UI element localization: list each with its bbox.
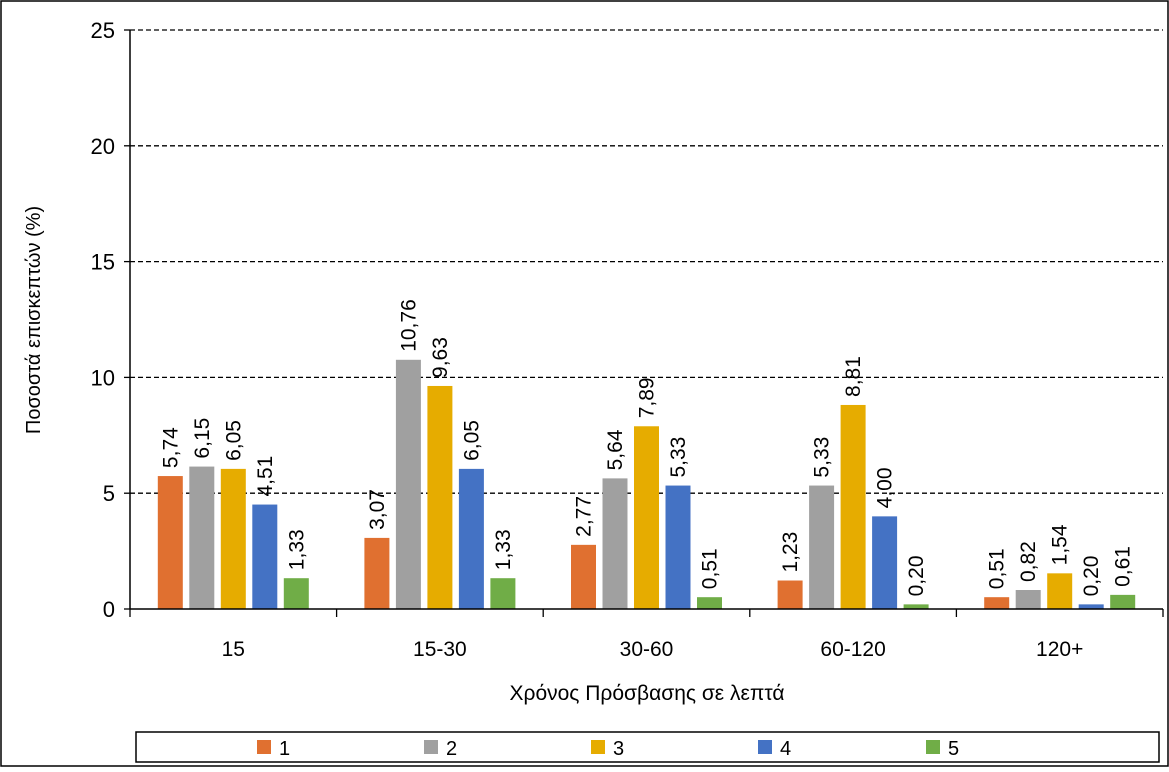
y-tick-label: 0 [103, 597, 115, 622]
bar [189, 466, 215, 609]
bar [220, 468, 246, 609]
data-label: 9,63 [429, 337, 452, 378]
y-axis-label: Ποσοστά επισκεπτών (%) [23, 206, 45, 434]
y-tick-label: 20 [91, 134, 115, 159]
x-axis-label: Χρόνος Πρόσβασης σε λεπτά [510, 682, 785, 705]
data-label: 2,77 [573, 496, 596, 537]
bar [777, 580, 803, 609]
bar [602, 478, 628, 609]
bar [1078, 604, 1104, 609]
bar [157, 476, 183, 609]
data-label: 1,54 [1049, 524, 1072, 565]
data-label: 0,20 [1080, 555, 1103, 596]
legend-swatch [424, 740, 438, 754]
axes-group [124, 29, 1164, 617]
data-label: 0,51 [699, 548, 722, 589]
legend-swatch [591, 740, 605, 754]
data-label: 0,82 [1017, 541, 1040, 582]
data-label: 10,76 [397, 299, 420, 352]
data-label: 0,51 [986, 548, 1009, 589]
data-labels: 5,74 6,15 6,05 4,51 1,33 3,07 10,76 9,63 6,05 1,3… [159, 299, 1134, 596]
legend-swatch [758, 740, 772, 754]
bar [840, 404, 866, 609]
data-label: 0,61 [1112, 546, 1135, 587]
legend-label: 3 [613, 738, 624, 760]
data-label: 5,33 [667, 437, 690, 478]
data-label: 4,51 [254, 456, 277, 497]
bars-group [157, 359, 1136, 609]
bar [1015, 590, 1041, 609]
gridlines [130, 29, 1163, 494]
x-tick-label: 15-30 [413, 638, 467, 661]
legend-label: 1 [279, 738, 290, 760]
bar [665, 485, 691, 609]
bar [1047, 573, 1073, 609]
data-label: 3,07 [366, 489, 389, 530]
bar [634, 426, 659, 609]
data-label: 6,05 [222, 420, 245, 461]
y-tick-label: 10 [91, 365, 115, 390]
bar [697, 597, 722, 609]
bar [1110, 594, 1136, 609]
bar [984, 597, 1010, 609]
data-label: 4,00 [874, 467, 897, 508]
bar [571, 544, 596, 609]
tick-labels: 0 5 10 15 20 25 15 15-30 30-60 60-120 120+ [91, 18, 1084, 661]
bar [427, 385, 453, 609]
data-label: 5,74 [159, 427, 182, 468]
x-tick-label: 60-120 [820, 638, 885, 661]
bar [252, 504, 278, 609]
data-label: 5,64 [604, 429, 627, 470]
data-label: 0,20 [905, 555, 928, 596]
bar [903, 604, 929, 609]
bar [364, 537, 390, 609]
data-label: 1,33 [285, 529, 308, 570]
y-tick-label: 25 [91, 18, 115, 43]
data-label: 1,23 [779, 532, 802, 573]
bar [490, 578, 516, 609]
data-label: 8,81 [842, 356, 865, 397]
legend-label: 4 [780, 738, 791, 760]
x-tick-label: 15 [222, 638, 245, 661]
legend-swatch [926, 740, 940, 754]
data-label: 5,33 [811, 437, 834, 478]
legend-box [135, 731, 1160, 763]
data-label: 6,15 [191, 418, 214, 459]
bar [809, 485, 835, 609]
bar [458, 468, 484, 609]
data-label: 7,89 [636, 377, 659, 418]
data-label: 1,33 [492, 529, 515, 570]
legend-label: 2 [446, 738, 457, 760]
x-tick-label: 30-60 [620, 638, 674, 661]
bar [283, 578, 309, 609]
x-tick-label: 120+ [1036, 638, 1083, 661]
y-tick-label: 15 [91, 250, 115, 275]
data-label: 6,05 [460, 420, 483, 461]
bar [395, 359, 421, 609]
legend: 1 2 3 4 5 [135, 731, 1160, 763]
legend-label: 5 [948, 738, 959, 760]
y-tick-label: 5 [103, 481, 115, 506]
legend-swatch [257, 740, 271, 754]
bar [872, 516, 898, 609]
